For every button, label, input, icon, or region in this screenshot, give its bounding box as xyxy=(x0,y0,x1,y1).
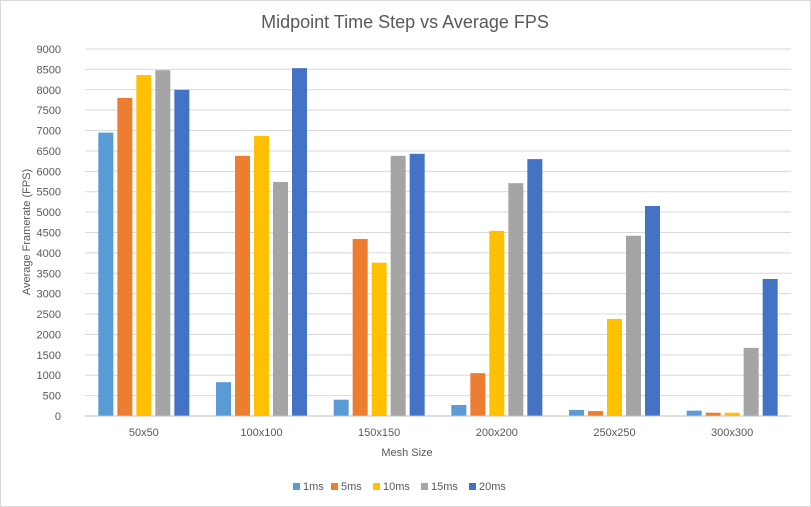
bar-5ms-150x150 xyxy=(352,239,368,416)
legend-swatch-1ms xyxy=(293,483,300,490)
y-tick-label: 7000 xyxy=(37,126,61,138)
x-tick-label: 100x100 xyxy=(240,427,282,439)
x-tick-label: 250x250 xyxy=(593,427,635,439)
bar-20ms-100x100 xyxy=(292,68,307,416)
y-tick-label: 6500 xyxy=(37,146,61,158)
gridlines xyxy=(85,48,791,397)
y-tick-label: 8500 xyxy=(37,64,61,76)
bar-15ms-250x250 xyxy=(626,235,641,416)
y-tick-label: 9000 xyxy=(37,44,61,56)
legend-label-20ms: 20ms xyxy=(479,481,506,493)
bar-20ms-250x250 xyxy=(645,205,660,416)
bar-1ms-100x100 xyxy=(216,382,231,416)
x-tick-label: 150x150 xyxy=(358,427,400,439)
bar-15ms-50x50 xyxy=(155,70,171,417)
bar-10ms-100x100 xyxy=(254,135,269,416)
bar-10ms-250x250 xyxy=(607,318,622,416)
y-axis-ticks: 0 500 1000 1500 2000 2500 3000 3500 4000 4500 5000… xyxy=(37,44,61,423)
bar-20ms-300x300 xyxy=(762,278,778,416)
bar-5ms-100x100 xyxy=(235,155,250,417)
legend-swatch-20ms xyxy=(469,483,476,490)
x-tick-label: 200x200 xyxy=(476,427,518,439)
y-tick-label: 8000 xyxy=(37,85,61,97)
legend-label-10ms: 10ms xyxy=(383,481,410,493)
y-tick-label: 1000 xyxy=(37,370,61,382)
legend: 1ms 5ms 10ms 15ms 20ms xyxy=(293,481,506,493)
bars xyxy=(98,68,778,417)
chart-title: Midpoint Time Step vs Average FPS xyxy=(261,12,549,32)
bar-1ms-200x200 xyxy=(451,404,467,416)
bar-15ms-100x100 xyxy=(273,181,288,416)
y-tick-label: 5500 xyxy=(37,187,61,199)
legend-label-1ms: 1ms xyxy=(303,481,324,493)
bar-1ms-50x50 xyxy=(98,132,114,416)
bar-20ms-150x150 xyxy=(409,153,425,416)
legend-label-15ms: 15ms xyxy=(431,481,458,493)
bar-5ms-200x200 xyxy=(470,373,486,416)
bar-5ms-250x250 xyxy=(588,411,603,416)
bar-15ms-300x300 xyxy=(743,347,759,416)
bar-10ms-300x300 xyxy=(724,412,740,416)
y-tick-label: 3000 xyxy=(37,289,61,301)
y-tick-label: 3500 xyxy=(37,268,61,280)
bar-20ms-200x200 xyxy=(527,159,543,416)
bar-20ms-50x50 xyxy=(174,89,190,417)
bar-10ms-50x50 xyxy=(136,75,152,416)
bar-5ms-300x300 xyxy=(705,412,721,416)
y-tick-label: 2000 xyxy=(37,329,61,341)
bar-15ms-200x200 xyxy=(508,183,524,416)
y-tick-label: 7500 xyxy=(37,105,61,117)
y-tick-label: 4500 xyxy=(37,228,61,240)
bar-1ms-250x250 xyxy=(569,409,584,416)
x-axis-title: Mesh Size xyxy=(381,447,432,459)
y-tick-label: 500 xyxy=(43,391,61,403)
y-tick-label: 5000 xyxy=(37,207,61,219)
y-tick-label: 6000 xyxy=(37,166,61,178)
x-axis-ticks: 50x50 100x100 150x150 200x200 250x250 300x300 xyxy=(129,427,753,439)
bar-10ms-200x200 xyxy=(489,230,505,416)
y-tick-label: 1500 xyxy=(37,350,61,362)
y-tick-label: 2500 xyxy=(37,309,61,321)
y-tick-label: 4000 xyxy=(37,248,61,260)
legend-swatch-15ms xyxy=(421,483,428,490)
bar-15ms-150x150 xyxy=(390,155,406,417)
x-tick-label: 50x50 xyxy=(129,427,159,439)
legend-swatch-5ms xyxy=(331,483,338,490)
y-axis-title: Average Framerate (FPS) xyxy=(21,169,33,295)
legend-label-5ms: 5ms xyxy=(341,481,362,493)
bar-1ms-300x300 xyxy=(686,410,702,416)
bar-5ms-50x50 xyxy=(117,97,133,416)
bar-10ms-150x150 xyxy=(371,262,387,416)
y-tick-label: 0 xyxy=(55,411,61,423)
x-tick-label: 300x300 xyxy=(711,427,753,439)
legend-swatch-10ms xyxy=(373,483,380,490)
bar-1ms-150x150 xyxy=(333,399,349,416)
